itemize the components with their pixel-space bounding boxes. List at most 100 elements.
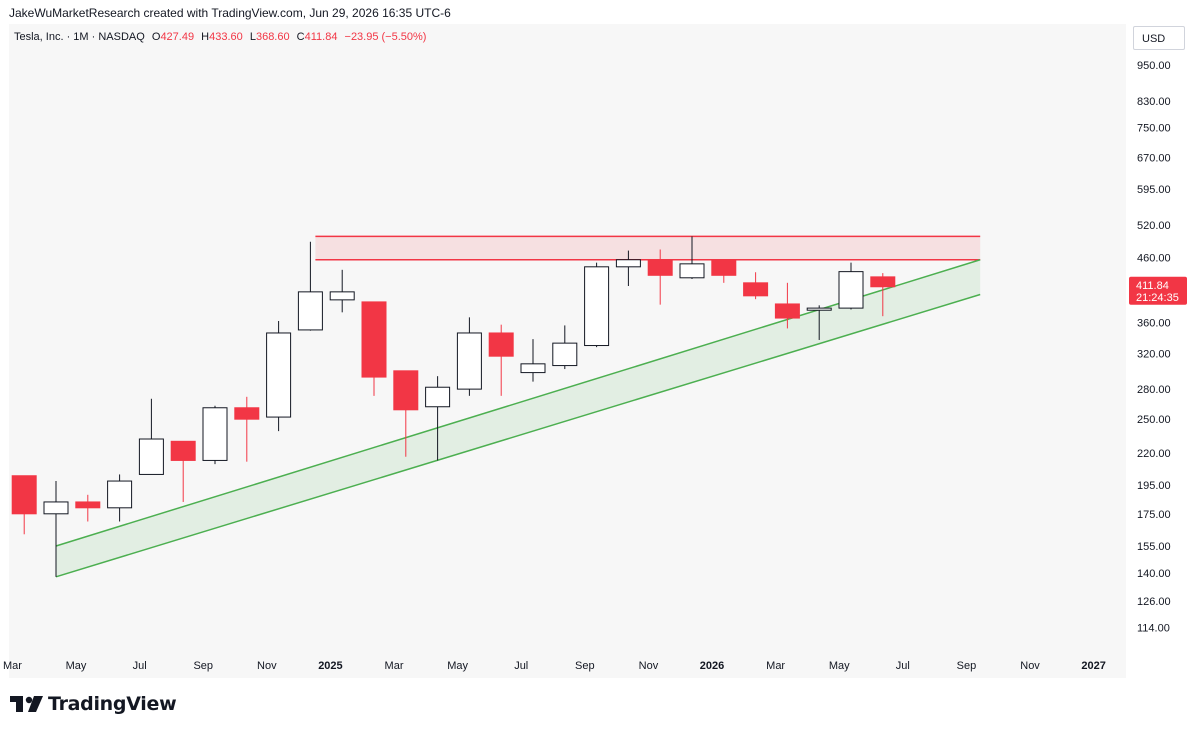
- candle-2024-12: [297, 241, 323, 331]
- candle-2024-03: [11, 475, 37, 535]
- change-value: −23.95 (−5.50%): [344, 31, 427, 43]
- candle-2025-05: [456, 317, 482, 396]
- price-axis[interactable]: [1126, 24, 1200, 650]
- candle-2025-03: [393, 370, 419, 457]
- candle-body: [806, 307, 832, 311]
- candle-2025-12: [679, 236, 705, 280]
- x-tick-label: 2027: [1081, 660, 1105, 672]
- candles-layer: [11, 236, 896, 577]
- support-channel-fill: [56, 259, 981, 577]
- y-tick-label: 114.00: [1137, 623, 1170, 635]
- symbol-legend[interactable]: Tesla, Inc. · 1M · NASDAQ O427.49 H433.6…: [14, 31, 426, 43]
- y-tick-label: 460.00: [1137, 252, 1171, 264]
- y-tick-label: 126.00: [1137, 596, 1171, 608]
- candle-2024-10: [234, 396, 260, 462]
- symbol-name: Tesla, Inc. · 1M · NASDAQ: [14, 31, 145, 43]
- candle-2025-01: [329, 269, 355, 313]
- x-tick-label: Mar: [385, 660, 404, 672]
- candle-2025-08: [552, 325, 578, 370]
- currency-button[interactable]: USD: [1133, 26, 1185, 50]
- candle-body: [361, 301, 387, 378]
- tradingview-logo-icon: [10, 696, 43, 712]
- x-tick-label: Mar: [3, 660, 22, 672]
- support-lower-line: [55, 293, 981, 578]
- x-tick-label: Jul: [133, 660, 147, 672]
- x-tick-label: Sep: [193, 660, 213, 672]
- x-tick-label: Jul: [514, 660, 528, 672]
- candle-2025-06: [488, 324, 514, 396]
- candle-body: [170, 440, 196, 461]
- candle-body: [520, 363, 546, 374]
- y-tick-label: 830.00: [1137, 96, 1171, 108]
- candle-body: [297, 291, 323, 331]
- candle-2024-06: [107, 474, 133, 522]
- plot-area[interactable]: [9, 24, 1126, 650]
- candle-body: [870, 276, 896, 288]
- candle-body: [202, 407, 228, 461]
- high-label: H: [201, 31, 210, 43]
- candle-2026-01: [711, 259, 737, 283]
- tradingview-logo[interactable]: TradingView: [10, 692, 177, 716]
- y-axis-labels: 950.00 830.00 750.00 670.00 595.00 520.00 460.…: [1137, 60, 1171, 634]
- price-tag-countdown: 21:24:35: [1136, 292, 1179, 304]
- candle-body: [552, 342, 578, 367]
- zones-layer: [55, 235, 981, 578]
- y-tick-label: 220.00: [1137, 448, 1171, 460]
- candle-2026-02: [743, 272, 769, 300]
- price-tag-bg: [1129, 276, 1187, 305]
- candle-2025-04: [425, 376, 451, 461]
- candle-2024-11: [266, 320, 292, 432]
- support-upper-line: [55, 259, 981, 547]
- y-tick-label: 280.00: [1137, 384, 1171, 396]
- candle-2024-09: [202, 405, 228, 465]
- candle-body: [647, 259, 673, 276]
- candle-body: [266, 332, 292, 418]
- x-tick-label: Nov: [257, 660, 277, 672]
- candle-body: [488, 332, 514, 357]
- open-label: O: [151, 31, 161, 43]
- candle-body: [75, 501, 101, 509]
- y-tick-label: 195.00: [1137, 480, 1171, 492]
- x-tick-label: Nov: [1020, 660, 1040, 672]
- chart-caption: JakeWuMarketResearch created with Tradin…: [9, 6, 451, 20]
- resistance-zone: [315, 236, 981, 260]
- candle-body: [425, 386, 451, 408]
- candle-body: [584, 266, 610, 347]
- candle-body: [138, 438, 164, 475]
- candle-body: [774, 303, 800, 319]
- tradingview-logo-text: TradingView: [48, 693, 177, 715]
- time-axis[interactable]: [9, 650, 1126, 678]
- candle-2024-04: [43, 481, 69, 577]
- candle-2024-07: [138, 398, 164, 475]
- price-tag-price: 411.84: [1136, 280, 1169, 292]
- x-tick-label: Sep: [957, 660, 977, 672]
- x-tick-label: Jul: [896, 660, 910, 672]
- x-tick-label: 2026: [700, 660, 724, 672]
- candle-2026-06: [870, 273, 896, 317]
- y-tick-label: 360.00: [1137, 317, 1171, 329]
- candle-body: [43, 501, 69, 515]
- y-tick-label: 250.00: [1137, 414, 1171, 426]
- x-tick-label: May: [66, 660, 87, 672]
- x-tick-label: Nov: [639, 660, 659, 672]
- x-tick-label: May: [829, 660, 850, 672]
- candle-2025-02: [361, 301, 387, 396]
- candle-2025-09: [584, 262, 610, 348]
- candle-2025-11: [647, 249, 673, 305]
- high-value: 433.60: [209, 31, 243, 43]
- x-tick-label: May: [447, 660, 468, 672]
- candle-2026-04: [806, 305, 832, 340]
- candle-2026-03: [774, 282, 800, 329]
- y-tick-label: 950.00: [1137, 60, 1171, 72]
- candle-body: [11, 475, 37, 515]
- low-value: 368.60: [255, 31, 290, 43]
- candle-2025-10: [615, 250, 641, 287]
- candle-body: [615, 259, 641, 268]
- x-tick-label: Sep: [575, 660, 595, 672]
- y-tick-label: 750.00: [1137, 123, 1171, 135]
- candle-body: [393, 370, 419, 411]
- candle-body: [679, 263, 705, 279]
- open-value: 427.49: [160, 31, 195, 43]
